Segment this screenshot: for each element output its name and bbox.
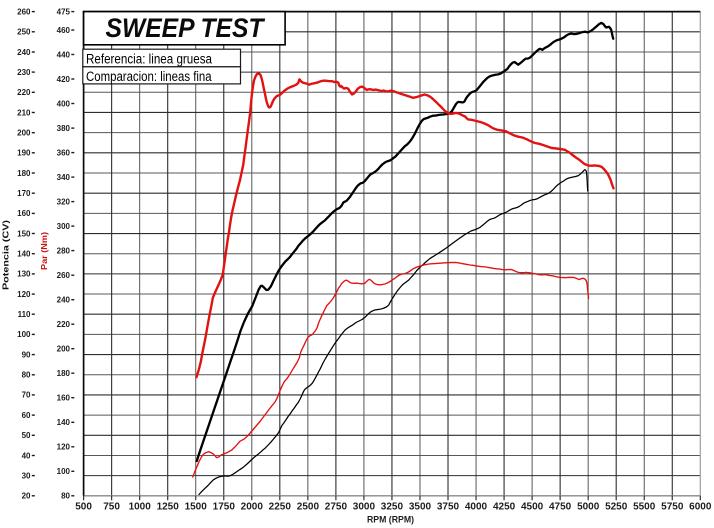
svg-text:200: 200 — [17, 129, 31, 138]
svg-text:RPM (RPM): RPM (RPM) — [367, 515, 414, 525]
svg-text:130: 130 — [17, 270, 31, 279]
svg-text:Referencia: linea gruesa: Referencia: linea gruesa — [86, 51, 212, 66]
svg-text:80: 80 — [61, 492, 70, 501]
svg-text:180: 180 — [57, 369, 71, 378]
svg-text:400: 400 — [57, 99, 71, 108]
svg-text:250: 250 — [17, 28, 31, 37]
svg-text:5000: 5000 — [577, 501, 600, 512]
svg-text:160: 160 — [17, 209, 31, 218]
svg-text:200: 200 — [57, 345, 71, 354]
svg-text:5250: 5250 — [605, 501, 628, 512]
svg-text:230: 230 — [17, 68, 31, 77]
svg-text:220: 220 — [57, 320, 71, 329]
svg-text:2250: 2250 — [269, 501, 292, 512]
svg-text:90: 90 — [22, 350, 31, 359]
svg-text:100: 100 — [57, 467, 71, 476]
svg-text:260: 260 — [17, 7, 31, 16]
svg-text:2500: 2500 — [297, 501, 320, 512]
svg-text:Potencia (CV): Potencia (CV) — [1, 220, 11, 290]
svg-text:50: 50 — [22, 431, 31, 440]
svg-text:2750: 2750 — [325, 501, 348, 512]
svg-text:180: 180 — [17, 169, 31, 178]
svg-text:260: 260 — [57, 271, 71, 280]
svg-text:150: 150 — [17, 229, 31, 238]
svg-text:340: 340 — [57, 173, 71, 182]
svg-text:210: 210 — [17, 108, 31, 117]
svg-text:280: 280 — [57, 246, 71, 255]
svg-text:3750: 3750 — [437, 501, 460, 512]
svg-text:300: 300 — [57, 222, 71, 231]
svg-text:190: 190 — [17, 149, 31, 158]
svg-text:100: 100 — [17, 330, 31, 339]
svg-text:80: 80 — [22, 371, 31, 380]
svg-text:60: 60 — [22, 411, 31, 420]
svg-text:220: 220 — [17, 88, 31, 97]
svg-text:70: 70 — [22, 391, 31, 400]
svg-text:120: 120 — [57, 443, 71, 452]
svg-text:40: 40 — [22, 451, 31, 460]
svg-text:2000: 2000 — [241, 501, 264, 512]
svg-text:3250: 3250 — [381, 501, 404, 512]
svg-text:4000: 4000 — [465, 501, 488, 512]
svg-text:380: 380 — [57, 124, 71, 133]
svg-text:3500: 3500 — [409, 501, 432, 512]
svg-text:30: 30 — [22, 471, 31, 480]
svg-text:6000: 6000 — [689, 501, 712, 512]
svg-text:20: 20 — [22, 492, 31, 501]
svg-text:110: 110 — [18, 310, 31, 319]
svg-text:1000: 1000 — [129, 501, 152, 512]
svg-text:4500: 4500 — [521, 501, 544, 512]
svg-text:Par (Nm): Par (Nm) — [39, 232, 49, 270]
svg-text:SWEEP TEST: SWEEP TEST — [106, 13, 267, 43]
svg-text:160: 160 — [57, 394, 71, 403]
svg-text:420: 420 — [57, 75, 71, 84]
svg-text:360: 360 — [57, 148, 71, 157]
svg-text:5500: 5500 — [633, 501, 656, 512]
svg-text:240: 240 — [57, 296, 71, 305]
svg-text:140: 140 — [17, 250, 31, 259]
svg-text:140: 140 — [57, 418, 71, 427]
svg-text:460: 460 — [57, 26, 71, 35]
svg-text:3000: 3000 — [353, 501, 376, 512]
svg-text:1750: 1750 — [213, 501, 236, 512]
svg-text:4250: 4250 — [493, 501, 516, 512]
svg-text:240: 240 — [17, 48, 31, 57]
svg-text:1500: 1500 — [185, 501, 208, 512]
svg-text:170: 170 — [17, 189, 31, 198]
svg-text:5750: 5750 — [661, 501, 684, 512]
svg-text:750: 750 — [103, 501, 120, 512]
svg-text:Comparacion: lineas fina: Comparacion: lineas fina — [86, 69, 212, 84]
svg-text:4750: 4750 — [549, 501, 572, 512]
svg-text:1250: 1250 — [157, 501, 180, 512]
svg-text:500: 500 — [75, 501, 92, 512]
svg-text:320: 320 — [57, 197, 71, 206]
svg-text:440: 440 — [57, 50, 71, 59]
svg-text:475: 475 — [57, 7, 71, 16]
svg-text:120: 120 — [17, 290, 31, 299]
